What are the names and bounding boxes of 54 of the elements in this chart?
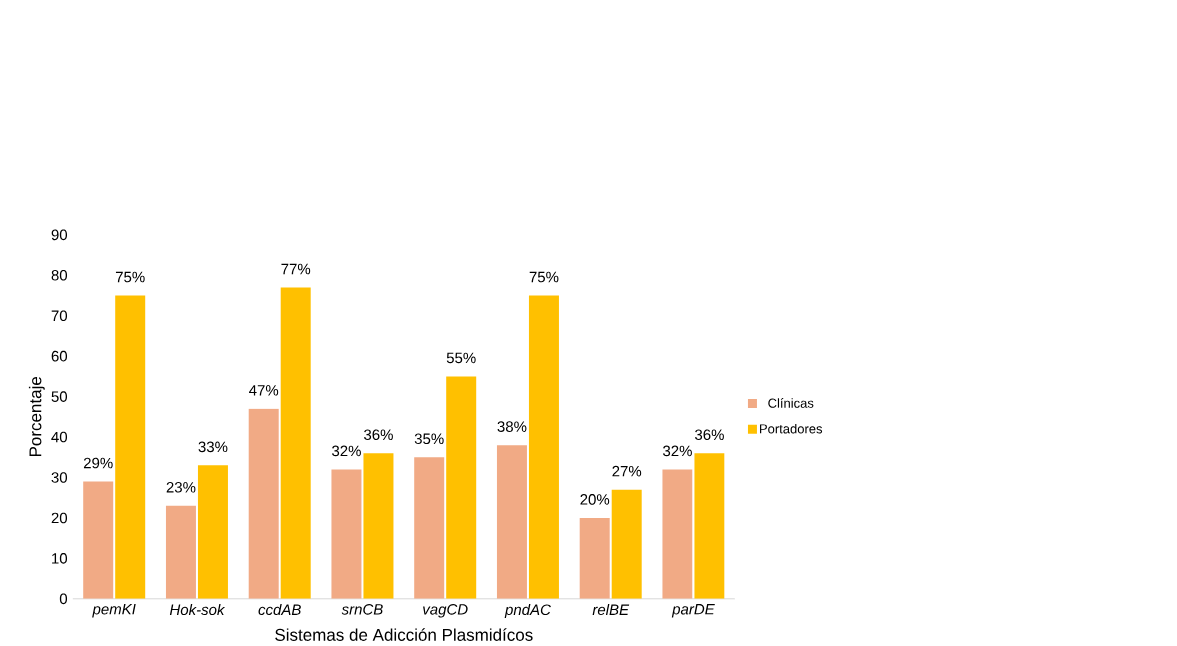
bar bbox=[579, 517, 610, 599]
x-tick-label: relBE bbox=[592, 604, 630, 616]
bar bbox=[662, 469, 693, 599]
data-label: 35% bbox=[414, 433, 444, 445]
x-axis-title: Sistemas de Adicción Plasmidícos bbox=[275, 628, 533, 641]
y-tick-label: 0 bbox=[59, 593, 68, 605]
legend-label: Clínicas bbox=[768, 398, 814, 408]
x-tick-label: srnCB bbox=[341, 604, 383, 615]
bar bbox=[165, 505, 196, 599]
data-label: 75% bbox=[529, 271, 559, 283]
x-tick-label: pndAC bbox=[504, 604, 551, 619]
y-tick-label: 20 bbox=[51, 512, 68, 524]
data-label: 75% bbox=[115, 271, 145, 283]
bar bbox=[363, 453, 394, 599]
bar bbox=[115, 295, 146, 599]
bar bbox=[280, 287, 311, 599]
data-label: 32% bbox=[663, 445, 692, 457]
data-label: 55% bbox=[446, 352, 476, 364]
bar bbox=[83, 481, 114, 599]
data-label: 32% bbox=[332, 445, 361, 457]
data-label: 29% bbox=[83, 457, 113, 469]
x-tick-label: parDE bbox=[671, 604, 715, 618]
x-tick-label: pemKI bbox=[92, 604, 136, 618]
data-label: 36% bbox=[364, 429, 393, 441]
data-label: 47% bbox=[249, 385, 279, 396]
x-tick-label: ccdAB bbox=[258, 604, 301, 616]
bar bbox=[331, 469, 362, 599]
y-tick-label: 90 bbox=[51, 229, 68, 241]
x-tick-label: Hok-sok bbox=[169, 604, 226, 616]
data-label: 36% bbox=[695, 429, 724, 441]
data-label: 38% bbox=[497, 421, 527, 432]
y-tick-label: 80 bbox=[51, 270, 68, 281]
y-tick-label: 70 bbox=[51, 310, 68, 322]
bar bbox=[248, 408, 279, 599]
y-tick-label: 30 bbox=[51, 472, 68, 483]
y-tick-label: 10 bbox=[52, 553, 68, 564]
bar bbox=[496, 445, 527, 599]
data-label: 33% bbox=[198, 441, 228, 453]
bar bbox=[414, 457, 445, 599]
bar bbox=[446, 376, 477, 599]
bar bbox=[611, 489, 642, 599]
legend-label: Portadores bbox=[760, 423, 823, 434]
bar bbox=[528, 295, 559, 599]
x-tick-label: vagCD bbox=[423, 604, 468, 618]
y-tick-label: 40 bbox=[51, 431, 68, 443]
y-tick-label: 50 bbox=[51, 391, 68, 402]
data-label: 20% bbox=[580, 494, 610, 505]
data-label: 27% bbox=[612, 465, 642, 477]
bar bbox=[197, 465, 228, 599]
y-tick-label: 60 bbox=[51, 350, 68, 362]
data-label: 77% bbox=[281, 263, 311, 275]
bar bbox=[694, 453, 725, 599]
y-axis-title: Porcentaje bbox=[28, 377, 45, 457]
data-label: 23% bbox=[166, 482, 196, 493]
